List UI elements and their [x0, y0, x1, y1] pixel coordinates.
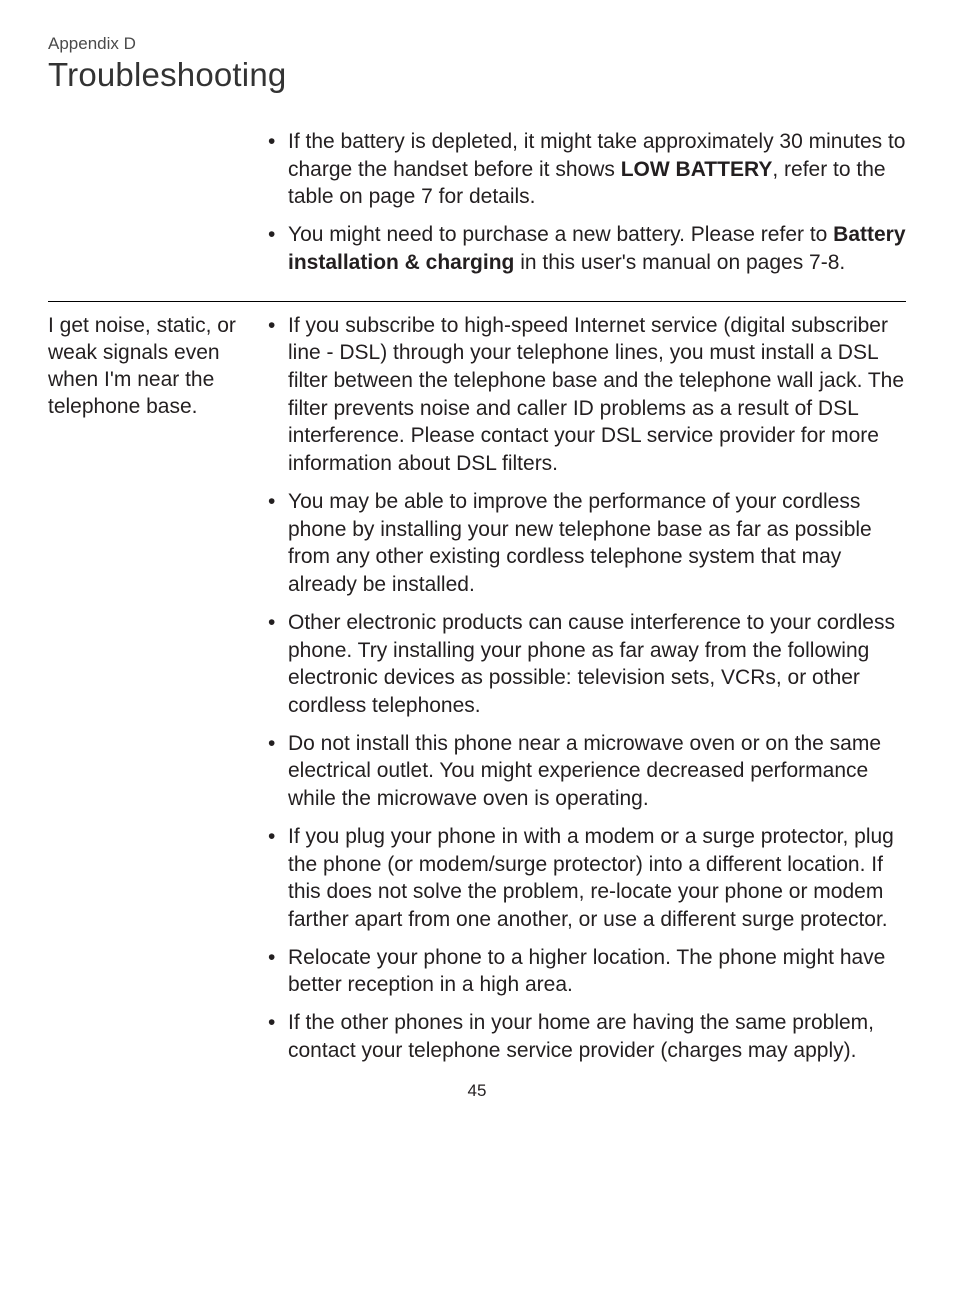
- bullet-item: If the battery is depleted, it might tak…: [266, 128, 906, 211]
- appendix-label: Appendix D: [48, 34, 906, 54]
- solution-list: If the battery is depleted, it might tak…: [266, 128, 906, 287]
- troubleshoot-row: I get noise, static, or weak signals eve…: [48, 301, 906, 1075]
- bullet-item: You may be able to improve the performan…: [266, 488, 906, 599]
- bullet-item: You might need to purchase a new battery…: [266, 221, 906, 276]
- bullet-text: If the other phones in your home are hav…: [288, 1011, 874, 1062]
- bullet-text: Other electronic products can cause inte…: [288, 611, 895, 717]
- bullet-item: Do not install this phone near a microwa…: [266, 730, 906, 813]
- bullet-text: Relocate your phone to a higher location…: [288, 946, 885, 997]
- page-title: Troubleshooting: [48, 56, 906, 94]
- solution-list: If you subscribe to high-speed Internet …: [266, 312, 906, 1075]
- bullet-text: in this user's manual on pages 7-8.: [514, 251, 845, 274]
- problem-text: I get noise, static, or weak signals eve…: [48, 312, 266, 421]
- bullet-item: Relocate your phone to a higher location…: [266, 944, 906, 999]
- bullet-text: You may be able to improve the performan…: [288, 490, 872, 596]
- troubleshoot-row: If the battery is depleted, it might tak…: [48, 128, 906, 287]
- bullet-text: You might need to purchase a new battery…: [288, 223, 833, 246]
- bullet-item: Other electronic products can cause inte…: [266, 609, 906, 720]
- bullet-item: If the other phones in your home are hav…: [266, 1009, 906, 1064]
- bullet-item: If you subscribe to high-speed Internet …: [266, 312, 906, 478]
- bullet-text: If you plug your phone in with a modem o…: [288, 825, 894, 931]
- bullet-text: Do not install this phone near a microwa…: [288, 732, 881, 810]
- document-page: Appendix D Troubleshooting If the batter…: [0, 0, 954, 1121]
- bullet-text: If you subscribe to high-speed Internet …: [288, 314, 904, 476]
- bullet-item: If you plug your phone in with a modem o…: [266, 823, 906, 934]
- bullet-bold: LOW BATTERY: [621, 158, 773, 181]
- page-number: 45: [48, 1081, 906, 1101]
